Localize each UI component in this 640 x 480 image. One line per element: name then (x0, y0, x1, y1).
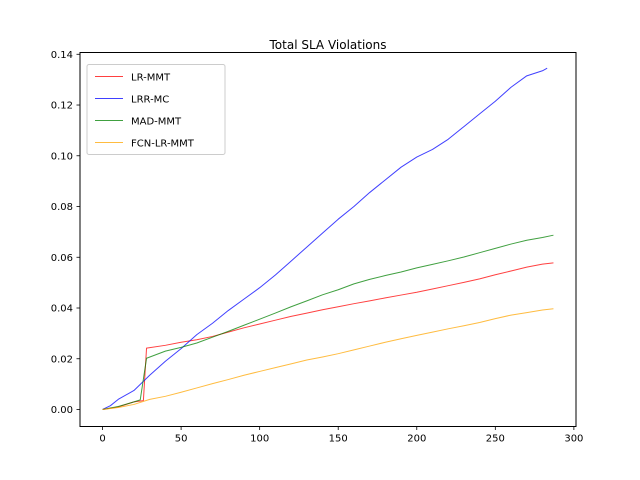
y-tick-label: 0.12 (51, 101, 73, 112)
x-tick-label: 50 (175, 434, 188, 445)
y-tick-label: 0.10 (51, 151, 73, 162)
legend-box (86, 64, 226, 155)
legend-label-0: LR-MMT (131, 73, 171, 84)
y-tick-label: 0.08 (51, 202, 73, 213)
series-line-3 (102, 308, 554, 410)
y-tick-label: 0.02 (51, 354, 73, 365)
legend-label-2: MAD-MMT (131, 117, 182, 128)
chart-title: Total SLA Violations (269, 38, 387, 52)
series-line-1 (102, 67, 548, 410)
series-line-2 (102, 234, 554, 410)
x-axis: 0 50 100 150 200 250 300 (99, 426, 583, 445)
x-tick-label: 300 (564, 434, 583, 445)
y-tick-label: 0.06 (51, 253, 73, 264)
x-tick-label: 0 (99, 434, 105, 445)
y-tick-label: 0.14 (51, 50, 73, 61)
series-lines (102, 67, 554, 410)
legend-label-3: FCN-LR-MMT (131, 139, 195, 150)
y-tick-label: 0.00 (51, 405, 73, 416)
plot-frame (79, 52, 577, 427)
legend: LR-MMT LRR-MC MAD-MMT FCN-LR-MMT (86, 64, 226, 155)
x-tick-label: 250 (486, 434, 505, 445)
x-tick-label: 150 (329, 434, 348, 445)
y-axis: 0.00 0.02 0.04 0.06 0.08 0.10 0.12 0.14 (51, 50, 80, 416)
legend-label-1: LRR-MC (131, 95, 169, 106)
y-tick-label: 0.04 (51, 304, 73, 315)
series-line-0 (102, 262, 554, 410)
x-tick-label: 200 (407, 434, 426, 445)
x-tick-label: 100 (250, 434, 269, 445)
